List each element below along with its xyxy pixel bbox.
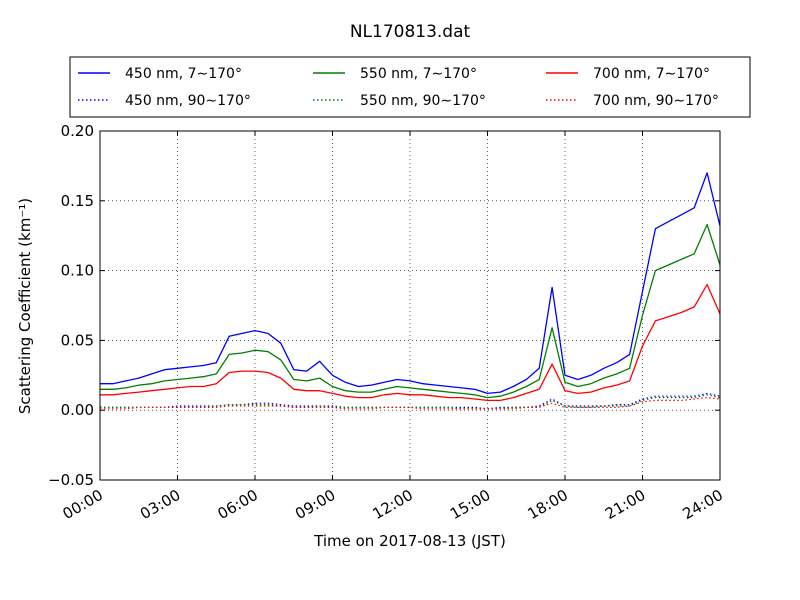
y-axis-label: Scattering Coefficient (km⁻¹) [16,198,34,414]
series-layer [100,172,721,410]
series-line-0 [100,172,721,395]
axis-ticks [99,130,721,481]
y-tick-label: 0.10 [61,262,94,280]
legend-label-2: 700 nm, 7∼170° [593,66,710,82]
y-tick-label: 0.20 [61,122,94,140]
grid-lines [100,131,720,480]
legend: 450 nm, 7∼170° 550 nm, 7∼170° 700 nm, 7∼17… [69,56,751,118]
series-line-3 [100,392,721,410]
x-axis-label: Time on 2017-08-13 (JST) [313,532,506,550]
chart-title: NL170813.dat [350,22,471,42]
y-tick-label: −0.05 [48,471,94,489]
series-line-4 [100,394,721,410]
series-line-2 [100,283,721,402]
legend-label-4: 550 nm, 90∼170° [360,93,486,109]
legend-label-3: 450 nm, 90∼170° [125,93,251,109]
legend-label-1: 550 nm, 7∼170° [360,66,477,82]
legend-label-0: 450 nm, 7∼170° [125,66,242,82]
y-tick-label: 0.05 [61,331,94,349]
y-tick-label: 0.00 [61,401,94,419]
series-line-1 [100,223,721,399]
legend-label-5: 700 nm, 90∼170° [593,93,719,109]
legend-box [69,56,751,118]
y-tick-label: 0.15 [61,192,94,210]
